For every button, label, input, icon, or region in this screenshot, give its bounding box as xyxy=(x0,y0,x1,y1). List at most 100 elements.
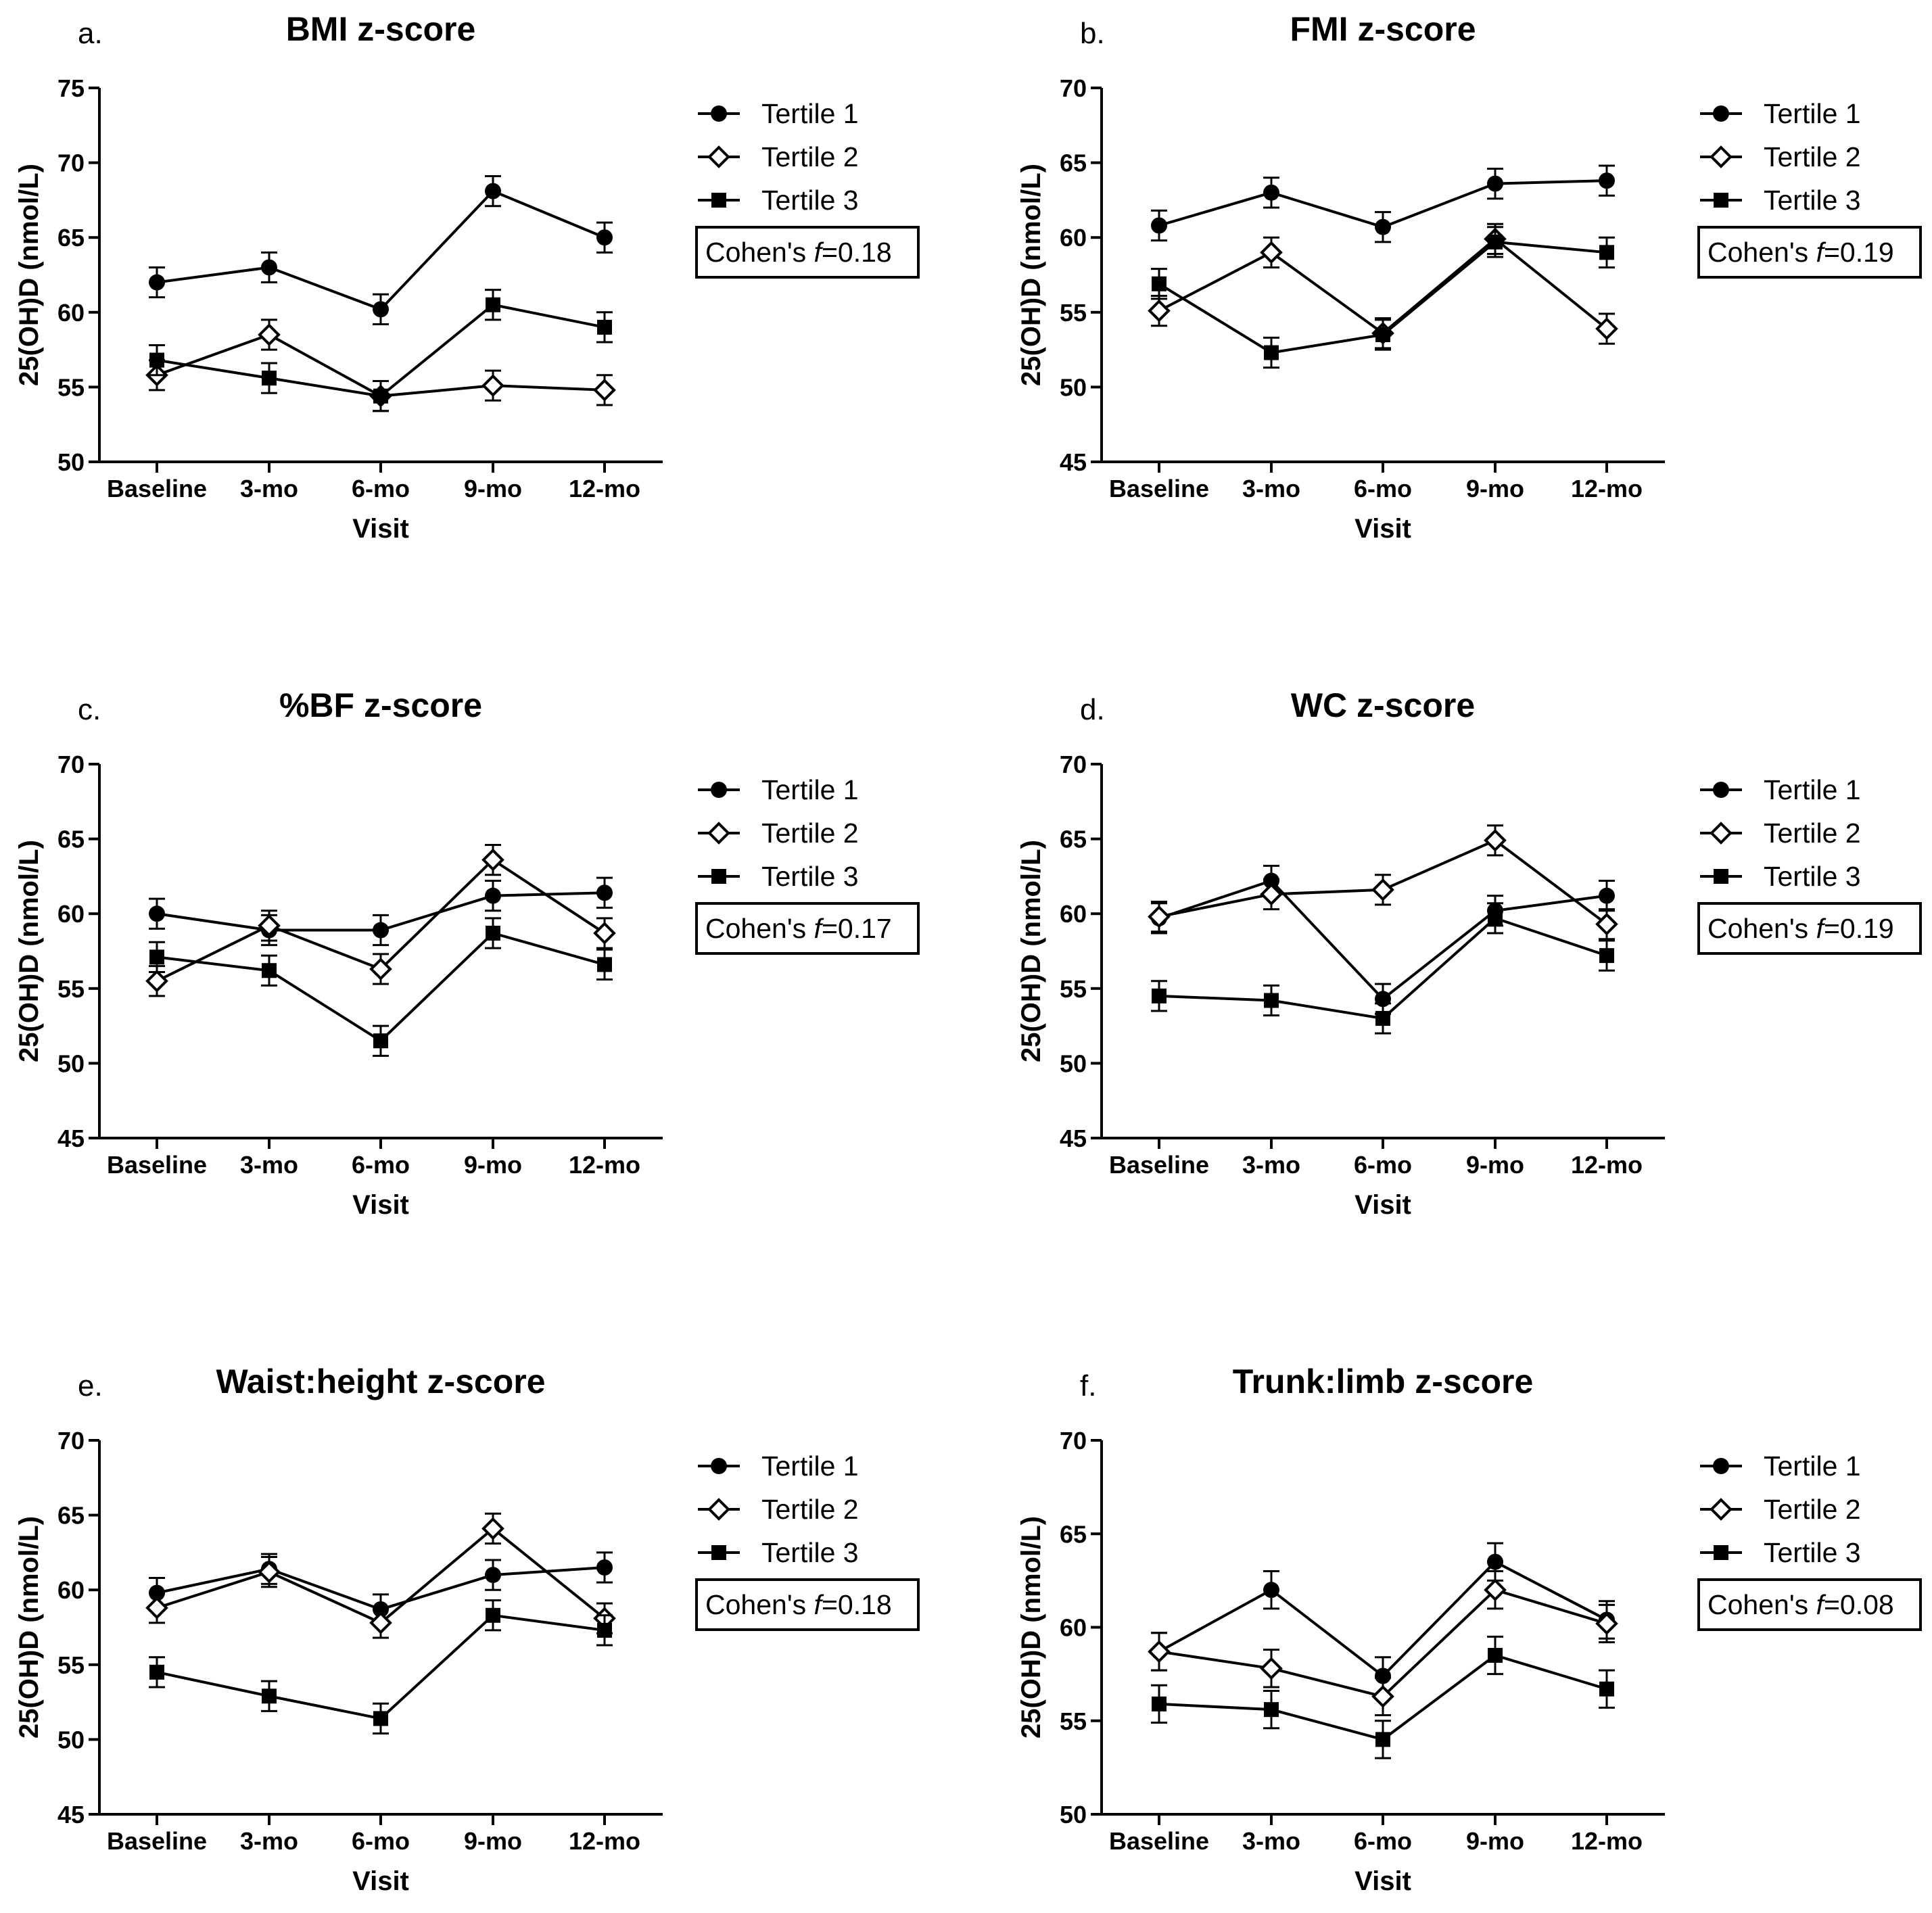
x-tick-label: 6-mo xyxy=(1354,1827,1412,1855)
data-point-diamond-marker xyxy=(1484,828,1507,852)
y-tick-label: 45 xyxy=(57,1125,85,1152)
y-axis-title: 25(OH)D (nmol/L) xyxy=(1016,840,1046,1062)
legend: Tertile 1 Tertile 2 Tertile 3 xyxy=(698,98,859,216)
legend-square-marker xyxy=(711,1545,726,1560)
series-tertile-2 xyxy=(1148,824,1618,941)
y-tick-label: 50 xyxy=(57,448,85,476)
series-tertile-3 xyxy=(149,917,613,1057)
effect-size-label: Cohen's f=0.17 xyxy=(705,913,892,944)
legend-circle-marker xyxy=(711,782,727,798)
x-tick-label: Baseline xyxy=(1109,1151,1209,1179)
data-point-diamond-marker xyxy=(481,1517,504,1540)
data-point-circle-marker xyxy=(485,1567,501,1584)
data-point-circle-marker xyxy=(1151,217,1167,234)
data-point-square-marker xyxy=(1599,948,1614,964)
data-point-diamond-marker xyxy=(593,378,616,402)
data-point-square-marker xyxy=(1264,993,1279,1008)
y-tick-label: 50 xyxy=(57,1049,85,1077)
legend-circle-marker xyxy=(1713,105,1729,122)
data-point-circle-marker xyxy=(1599,172,1615,189)
y-tick-label: 45 xyxy=(1060,1125,1087,1152)
chart-title: FMI z-score xyxy=(1290,10,1476,48)
y-axis-title: 25(OH)D (nmol/L) xyxy=(14,840,44,1062)
y-tick-label: 60 xyxy=(57,900,85,928)
data-point-diamond-marker xyxy=(1371,878,1394,901)
series-tertile-3 xyxy=(149,289,613,412)
y-tick-label: 60 xyxy=(1060,1614,1087,1642)
x-tick-label: 6-mo xyxy=(352,1151,410,1179)
data-point-circle-marker xyxy=(261,259,277,276)
y-tick-label: 55 xyxy=(57,975,85,1003)
legend-square-marker xyxy=(1714,869,1728,884)
panel-label: e. xyxy=(78,1369,103,1402)
data-point-square-marker xyxy=(373,388,388,404)
panel-label: b. xyxy=(1080,17,1105,50)
data-point-diamond-marker xyxy=(1148,299,1171,323)
data-point-square-marker xyxy=(1152,1696,1167,1711)
data-point-circle-marker xyxy=(596,884,613,901)
legend-label: Tertile 2 xyxy=(761,141,859,172)
y-tick-label: 50 xyxy=(1060,373,1087,401)
data-point-square-marker xyxy=(597,319,612,335)
legend-circle-marker xyxy=(711,105,727,122)
legend-label: Tertile 1 xyxy=(1764,98,1861,129)
y-axis-title: 25(OH)D (nmol/L) xyxy=(1016,1516,1046,1739)
legend-label: Tertile 3 xyxy=(1764,861,1861,892)
x-tick-label: 9-mo xyxy=(464,475,522,502)
x-tick-label: 12-mo xyxy=(569,475,640,502)
data-point-diamond-marker xyxy=(145,969,168,993)
x-tick-label: 6-mo xyxy=(1354,475,1412,502)
legend-label: Tertile 1 xyxy=(761,98,859,129)
x-axis-title: Visit xyxy=(352,1190,409,1220)
y-tick-label: 45 xyxy=(57,1801,85,1828)
y-tick-label: 55 xyxy=(57,1651,85,1679)
data-point-diamond-marker xyxy=(369,958,392,981)
y-tick-label: 60 xyxy=(1060,900,1087,928)
x-tick-label: 12-mo xyxy=(1571,475,1643,502)
data-point-circle-marker xyxy=(1375,218,1391,235)
data-point-diamond-marker xyxy=(1484,1578,1507,1602)
x-axis-title: Visit xyxy=(1354,514,1411,544)
y-tick-label: 65 xyxy=(57,224,85,252)
legend-label: Tertile 3 xyxy=(761,185,859,216)
panel-label: f. xyxy=(1080,1369,1096,1402)
legend: Tertile 1 Tertile 2 Tertile 3 xyxy=(1700,774,1861,892)
legend-label: Tertile 3 xyxy=(761,861,859,892)
legend-label: Tertile 3 xyxy=(1764,1537,1861,1568)
legend-label: Tertile 2 xyxy=(761,818,859,849)
y-tick-label: 75 xyxy=(57,74,85,102)
x-tick-label: 9-mo xyxy=(1466,1827,1524,1855)
y-tick-label: 65 xyxy=(1060,1520,1087,1548)
x-tick-label: 9-mo xyxy=(464,1827,522,1855)
y-axis-title: 25(OH)D (nmol/L) xyxy=(1016,164,1046,386)
x-tick-label: 9-mo xyxy=(464,1151,522,1179)
x-tick-label: Baseline xyxy=(1109,475,1209,502)
y-tick-label: 60 xyxy=(57,299,85,327)
panel-label: c. xyxy=(78,693,101,726)
x-tick-label: 6-mo xyxy=(1354,1151,1412,1179)
legend: Tertile 1 Tertile 2 Tertile 3 xyxy=(698,1450,859,1568)
data-point-circle-marker xyxy=(1487,175,1503,192)
data-point-diamond-marker xyxy=(1595,317,1618,340)
legend-diamond-marker xyxy=(1710,822,1733,845)
legend-label: Tertile 2 xyxy=(761,1494,859,1525)
data-point-diamond-marker xyxy=(481,848,504,872)
legend-diamond-marker xyxy=(1710,145,1733,168)
x-tick-label: Baseline xyxy=(107,1827,207,1855)
data-point-square-marker xyxy=(1375,1732,1390,1747)
series-tertile-1 xyxy=(149,876,613,947)
legend-circle-marker xyxy=(1713,782,1729,798)
y-tick-label: 50 xyxy=(1060,1801,1087,1828)
legend-diamond-marker xyxy=(1710,1498,1733,1521)
data-point-square-marker xyxy=(149,949,164,965)
y-tick-label: 45 xyxy=(1060,448,1087,476)
effect-size-box xyxy=(695,902,920,955)
x-tick-label: 9-mo xyxy=(1466,475,1524,502)
chart-title: BMI z-score xyxy=(286,10,476,48)
data-point-square-marker xyxy=(1599,245,1614,260)
x-tick-label: 9-mo xyxy=(1466,1151,1524,1179)
data-point-diamond-marker xyxy=(481,374,504,398)
data-point-square-marker xyxy=(486,925,500,941)
legend-label: Tertile 3 xyxy=(1764,185,1861,216)
